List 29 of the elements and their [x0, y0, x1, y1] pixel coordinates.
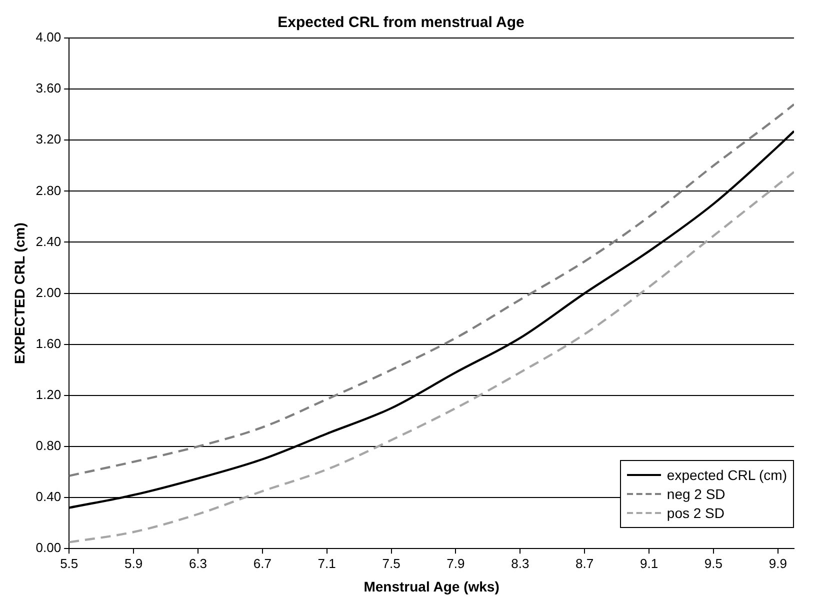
y-tick-label: 0.80 [36, 438, 62, 454]
x-axis-title: Menstrual Age (wks) [364, 578, 500, 594]
x-tick-label: 6.7 [253, 556, 272, 571]
y-tick-label: 0.00 [36, 540, 62, 556]
x-tick-label: 7.1 [318, 556, 336, 571]
y-tick-label: 0.40 [36, 489, 62, 504]
chart-title: Expected CRL from menstrual Age [278, 14, 524, 32]
x-tick-label: 5.5 [60, 556, 78, 571]
y-tick-label: 3.20 [36, 132, 62, 147]
y-tick-label: 2.80 [36, 182, 62, 198]
legend-label: expected CRL (cm) [666, 467, 787, 483]
x-tick-label: 9.9 [768, 556, 787, 571]
x-tick-label: 8.7 [576, 556, 594, 571]
x-tick-label: 7.9 [446, 556, 465, 571]
y-axis-title: EXPECTED CRL (cm) [11, 222, 28, 364]
legend-label: neg 2 SD [666, 486, 726, 502]
y-tick-label: 2.40 [36, 234, 62, 249]
x-tick-label: 5.9 [124, 556, 143, 571]
y-tick-label: 2.00 [36, 284, 62, 300]
x-tick-label: 7.5 [382, 556, 400, 571]
y-tick-label: 3.60 [36, 80, 62, 96]
x-tick-label: 9.5 [704, 556, 722, 571]
y-tick-label: 4.00 [36, 30, 62, 45]
legend-label: pos 2 SD [666, 505, 725, 521]
x-tick-label: 8.3 [511, 556, 530, 571]
x-tick-label: 6.3 [188, 556, 208, 571]
y-tick-label: 1.20 [36, 387, 62, 402]
x-tick-label: 9.1 [640, 556, 658, 571]
y-tick-label: 1.60 [36, 336, 62, 351]
